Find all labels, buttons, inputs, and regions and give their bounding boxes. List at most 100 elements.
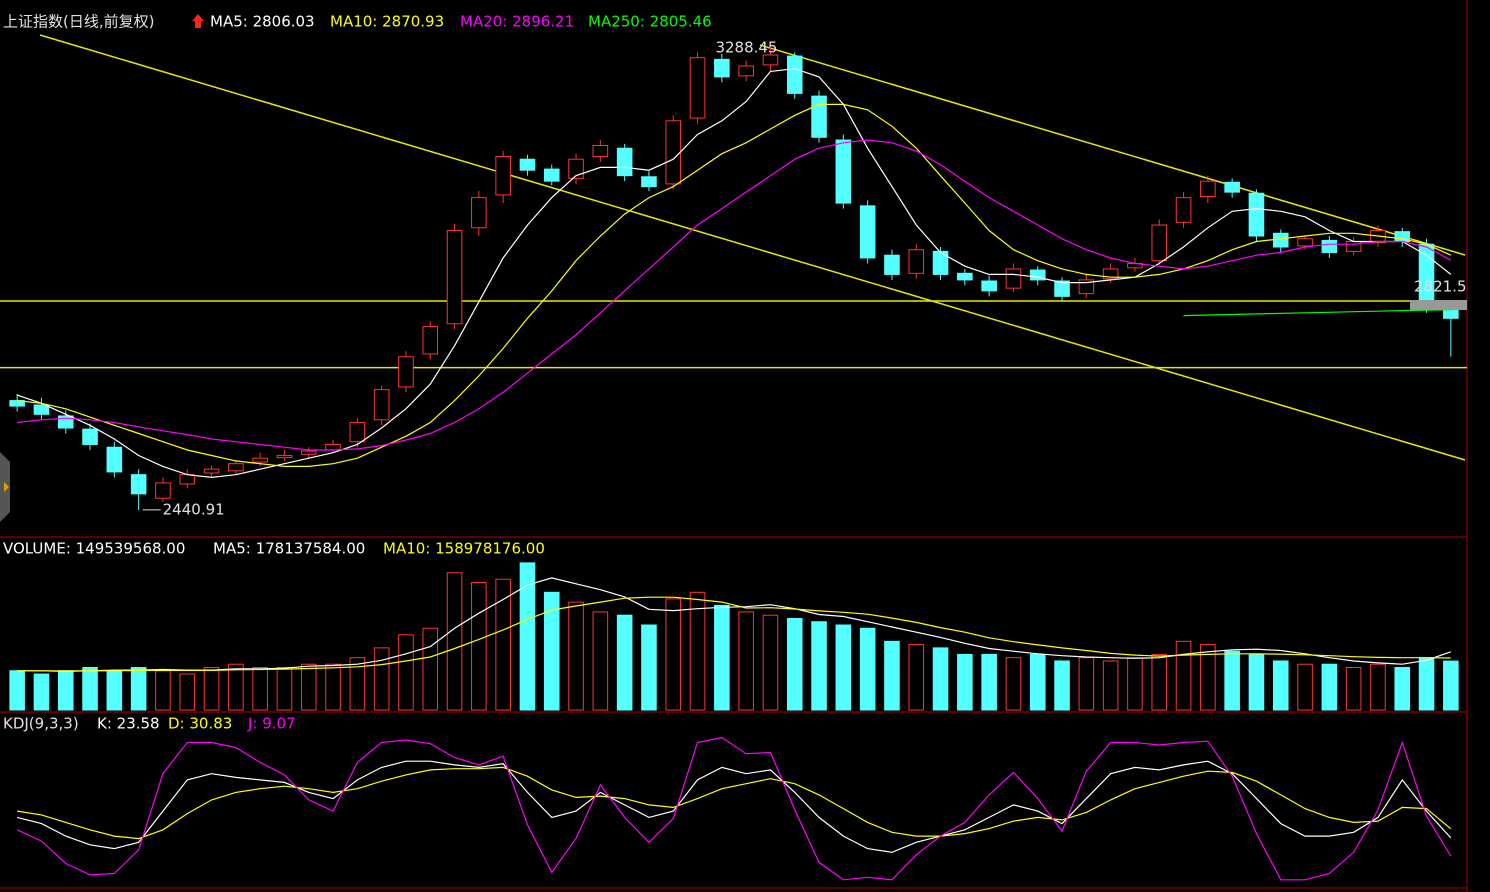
candle-body	[762, 54, 779, 66]
volume-bar	[519, 562, 536, 711]
candle-body	[1029, 269, 1046, 281]
series-line	[17, 596, 1451, 672]
volume-bar	[130, 667, 147, 711]
candle-body	[1054, 280, 1070, 297]
volume-bar	[373, 647, 390, 711]
series-line	[1183, 309, 1451, 317]
legend-entry: VOLUME: 149539568.00	[3, 540, 185, 558]
panel-title: KDJ(9,3,3)	[3, 715, 79, 733]
volume-bar	[1175, 640, 1192, 711]
volume-bar	[1418, 657, 1435, 711]
volume-bar	[1127, 657, 1143, 711]
volume-bar	[495, 578, 511, 711]
candle-body	[228, 463, 244, 472]
volume-bar	[811, 621, 827, 711]
candle-body	[106, 446, 123, 473]
legend-entry: J: 9.07	[247, 715, 296, 733]
candle-body	[1005, 268, 1022, 289]
candle-body	[908, 249, 925, 274]
volume-bar	[1224, 650, 1240, 711]
candle-body	[349, 422, 366, 443]
candle-body	[300, 450, 317, 455]
candle-body	[325, 443, 341, 451]
volume-bar	[179, 673, 196, 711]
candle-body	[1248, 192, 1265, 237]
candle-body	[884, 254, 900, 275]
candle-body	[1272, 232, 1289, 248]
volume-bar	[422, 627, 439, 711]
series-line	[17, 577, 1451, 673]
volume-bar	[665, 598, 682, 711]
volume-bar	[932, 647, 949, 711]
volume-bar	[1248, 653, 1265, 711]
candle-body	[957, 272, 973, 281]
scroll-arrow	[4, 482, 9, 492]
legend-entry: K: 23.58	[97, 715, 160, 733]
volume-bar	[543, 591, 560, 711]
volume-bar	[155, 670, 171, 711]
volume-bar	[835, 624, 852, 711]
candle-body	[665, 120, 682, 185]
legend-entry: MA10: 158978176.00	[383, 540, 545, 558]
volume-bar	[106, 670, 123, 711]
price-label: 2821.5	[1414, 278, 1467, 296]
signal-arrow	[192, 14, 204, 28]
volume-bar	[1078, 657, 1095, 711]
volume-bar	[641, 624, 657, 711]
volume-bar	[908, 644, 925, 711]
series-line	[16, 736, 1452, 881]
candle-body	[543, 168, 560, 182]
candle-body	[1200, 180, 1216, 198]
candle-body	[835, 139, 852, 204]
candle-body	[1345, 241, 1362, 252]
volume-bar	[859, 627, 876, 711]
candle-body	[859, 205, 876, 259]
candle-body	[252, 457, 268, 463]
candle-body	[1321, 239, 1338, 253]
volume-bar	[616, 614, 633, 711]
candle-body	[373, 389, 390, 421]
volume-bar	[1272, 660, 1289, 711]
volume-bar	[33, 673, 50, 711]
candle-body	[82, 428, 98, 445]
volume-bar	[9, 670, 25, 711]
volume-bar	[884, 640, 900, 711]
candle-body	[568, 158, 584, 179]
volume-bar	[786, 617, 803, 711]
legend-entry: MA250: 2805.46	[588, 13, 712, 31]
volume-bar	[1200, 644, 1216, 711]
volume-bar	[446, 572, 463, 711]
series-line	[17, 766, 1452, 840]
trend-line	[39, 34, 1466, 461]
series-line	[17, 103, 1452, 467]
volume-bar	[957, 653, 973, 711]
volume-bar	[57, 670, 74, 711]
candle-body	[932, 250, 949, 275]
candle-body	[471, 197, 487, 229]
candle-body	[689, 57, 706, 119]
volume-bar	[228, 663, 244, 711]
candle-body	[446, 230, 463, 325]
volume-bar	[568, 601, 584, 711]
candle-body	[1418, 243, 1435, 308]
candle-body	[616, 147, 633, 177]
volume-bar	[592, 611, 609, 711]
candle-body	[398, 356, 414, 388]
candle-body	[592, 145, 609, 157]
legend-entry: D: 30.83	[168, 715, 232, 733]
volume-bar	[762, 614, 779, 711]
candle-body	[1078, 279, 1095, 295]
legend-entry: MA10: 2870.93	[330, 13, 444, 31]
volume-bar	[203, 667, 220, 711]
candle-body	[641, 176, 657, 188]
volume-bar	[1054, 660, 1070, 711]
candle-body	[495, 155, 511, 196]
volume-bar	[82, 667, 98, 711]
volume-bar	[1102, 660, 1119, 711]
legend-entry: MA5: 2806.03	[210, 13, 315, 31]
high-label: 3288.45	[715, 38, 777, 56]
candle-body	[203, 468, 220, 474]
volume-bar	[349, 657, 366, 711]
